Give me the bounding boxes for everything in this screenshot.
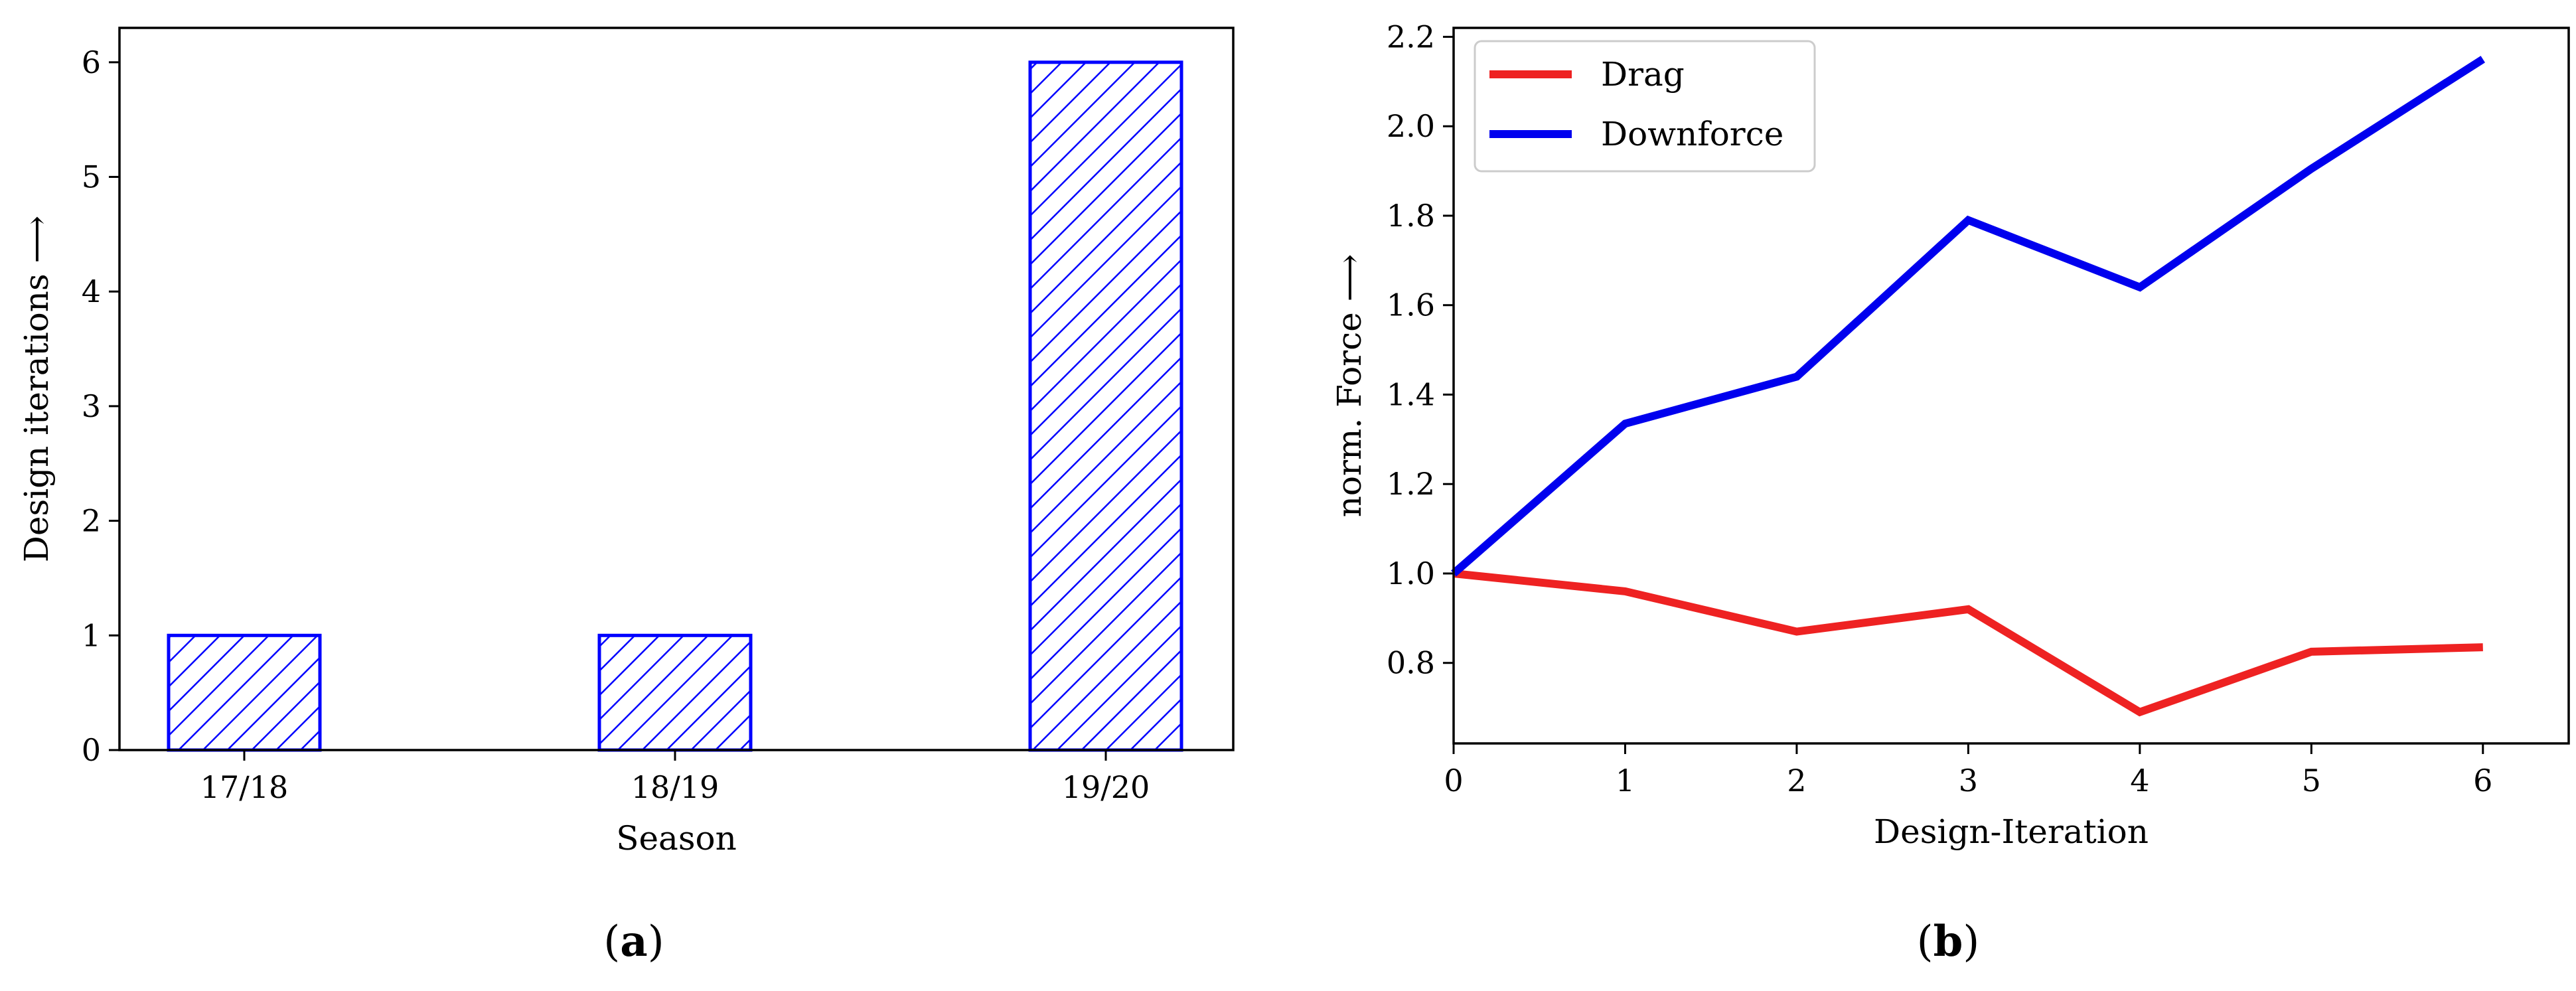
x-axis-label-a: Season — [616, 819, 737, 858]
legend-label-downforce: Downforce — [1601, 115, 1783, 153]
panel-paren-close: ) — [1963, 917, 1979, 966]
y-axis-label-a: Design iterations ⟶ — [17, 216, 56, 562]
bar-17/18 — [167, 633, 322, 752]
y-tick-label: 1.8 — [1387, 198, 1435, 234]
x-tick-label: 18/19 — [631, 769, 720, 805]
y-tick-label: 2 — [82, 503, 101, 539]
y-tick-label: 1 — [82, 617, 101, 653]
panel-letter: b — [1933, 917, 1963, 966]
legend: Drag Downforce — [1474, 40, 1816, 173]
x-tick-label: 3 — [1959, 763, 1978, 799]
y-tick-label: 2.0 — [1387, 108, 1435, 144]
plot-frame-a — [118, 27, 1235, 751]
x-tick-label: 6 — [2473, 763, 2492, 799]
x-tick-label: 5 — [2302, 763, 2321, 799]
x-tick-label: 17/18 — [200, 769, 289, 805]
y-tick-label: 1.4 — [1387, 376, 1435, 412]
x-tick-label: 19/20 — [1062, 769, 1150, 805]
x-tick-label: 1 — [1616, 763, 1635, 799]
panel-paren-open: ( — [1917, 917, 1933, 966]
y-tick-label: 1.0 — [1387, 556, 1435, 591]
y-tick-label: 0 — [82, 732, 101, 768]
y-tick-label: 3 — [82, 388, 101, 424]
series-line-drag — [1453, 570, 2483, 717]
bar-chart-design-iterations: 0 1 2 3 4 5 6 17/18 18/19 19/20 Season Design itera… — [17, 27, 1235, 858]
panel-letter: a — [620, 917, 647, 966]
x-tick-label: 2 — [1787, 763, 1806, 799]
y-tick-label: 1.6 — [1387, 287, 1435, 323]
x-tick-label: 4 — [2130, 763, 2149, 799]
x-axis-label-b: Design-Iteration — [1874, 812, 2149, 851]
x-tick-label: 0 — [1444, 763, 1463, 799]
y-tick-label: 6 — [82, 44, 101, 80]
y-tick-label: 2.2 — [1387, 19, 1435, 54]
y-tick-label: 1.2 — [1387, 466, 1435, 502]
legend-label-drag: Drag — [1601, 55, 1685, 94]
line-chart-norm-force: 0.8 1.0 1.2 1.4 1.6 1.8 2.0 2.2 0 1 2 3 4 5 6 Design-It… — [1330, 19, 2570, 851]
panel-label-a: (a) — [603, 917, 664, 966]
bar-19/20 — [1028, 60, 1183, 752]
y-tick-label: 4 — [82, 273, 101, 309]
panel-paren-close: ) — [648, 917, 664, 966]
y-axis-label-b: norm. Force ⟶ — [1330, 254, 1369, 518]
bar-18/19 — [597, 633, 753, 752]
panel-label-b: (b) — [1917, 917, 1980, 966]
plot-frame-b — [1452, 27, 2570, 745]
y-tick-label: 5 — [82, 159, 101, 195]
y-tick-label: 0.8 — [1387, 645, 1435, 681]
panel-paren-open: ( — [603, 917, 620, 966]
series-line-downforce — [1451, 56, 2485, 577]
